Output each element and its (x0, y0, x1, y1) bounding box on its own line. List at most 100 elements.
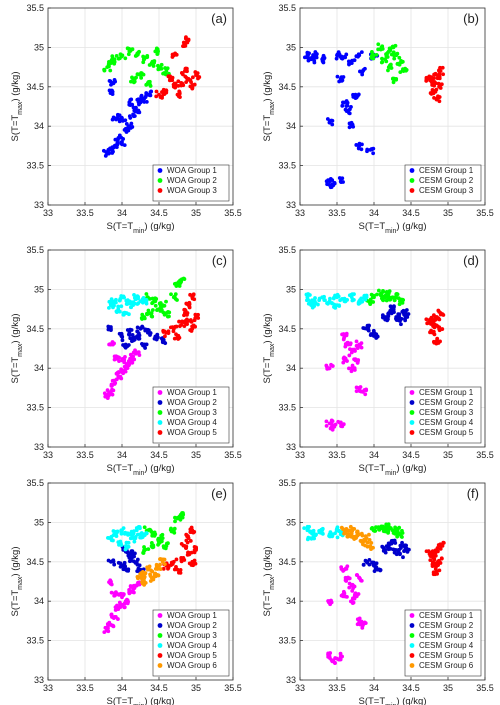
data-point (141, 299, 146, 303)
data-point (188, 539, 193, 543)
data-point (127, 332, 132, 337)
data-point (135, 557, 140, 562)
series-2 (106, 324, 168, 350)
data-point (363, 297, 368, 302)
data-point (335, 52, 340, 57)
data-point (130, 75, 134, 80)
data-point (125, 344, 130, 348)
legend-marker (157, 178, 163, 183)
data-point (155, 51, 160, 56)
data-point (314, 55, 319, 60)
data-point (190, 86, 195, 91)
data-point (168, 527, 173, 532)
data-point (363, 621, 368, 626)
data-point (348, 341, 353, 346)
data-point (347, 581, 352, 586)
y-tick-label: 35 (286, 284, 296, 294)
data-point (188, 530, 193, 534)
series-5 (161, 292, 201, 341)
x-tick-label: 33 (295, 683, 305, 693)
axes-frame (47, 7, 234, 206)
data-point (397, 312, 402, 317)
data-point (335, 74, 340, 79)
data-point (126, 544, 131, 549)
series-5 (161, 525, 199, 575)
y-tick-label: 33 (286, 442, 296, 452)
data-point (148, 331, 153, 335)
y-tick-label: 34.5 (26, 82, 44, 92)
data-point (399, 59, 403, 63)
y-tick-label: 35.5 (26, 245, 44, 255)
data-point (152, 60, 156, 65)
data-point (115, 112, 120, 117)
x-tick-label: 35.5 (476, 208, 494, 218)
data-point (124, 298, 129, 303)
data-point (320, 59, 325, 64)
data-point (393, 527, 398, 532)
x-tick-label: 34 (369, 683, 379, 693)
data-point (441, 72, 446, 77)
x-tick-label: 35.5 (224, 450, 242, 460)
data-point (327, 534, 331, 538)
data-point (187, 561, 192, 566)
data-point (338, 651, 343, 656)
data-point (433, 315, 438, 319)
data-point (149, 89, 154, 94)
data-point (385, 314, 390, 319)
x-tick-label: 35.5 (476, 683, 494, 693)
data-point (191, 530, 196, 535)
data-point (333, 531, 337, 536)
data-point (340, 103, 345, 108)
data-point (112, 341, 116, 346)
data-point (136, 524, 141, 529)
data-point (166, 309, 170, 314)
data-point (363, 534, 368, 539)
x-tick-label: 33 (43, 208, 53, 218)
data-point (357, 301, 362, 305)
data-point (114, 116, 118, 121)
y-tick-label: 33.5 (26, 636, 44, 646)
data-point (151, 577, 156, 582)
data-point (431, 572, 436, 577)
data-point (193, 316, 198, 321)
data-point (438, 327, 443, 332)
data-point (440, 65, 445, 70)
data-point (175, 567, 180, 572)
data-point (128, 116, 133, 120)
data-point (347, 585, 352, 590)
legend-marker (157, 430, 163, 435)
legend-entry: WOA Group 6 (167, 661, 217, 670)
data-point (146, 547, 151, 552)
axes-frame (299, 7, 486, 206)
data-point (156, 542, 160, 547)
data-point (381, 289, 386, 294)
data-point (386, 529, 391, 534)
data-point (350, 588, 355, 593)
data-point (107, 88, 112, 93)
data-point (115, 141, 120, 145)
chart-panel-6: 33 33.5 34 34.5 35 35.5 33 33.5 34 34.5 35 35.5 (f) S… (262, 478, 494, 705)
data-point (130, 300, 135, 305)
data-point (343, 566, 348, 571)
data-point (347, 110, 351, 115)
data-point (397, 551, 402, 556)
data-point (187, 305, 192, 310)
data-point (161, 566, 166, 571)
data-point (437, 99, 442, 104)
data-point (106, 535, 110, 540)
data-point (184, 301, 189, 306)
data-point (174, 557, 179, 562)
data-point (128, 336, 133, 341)
data-point (119, 140, 123, 145)
data-point (339, 525, 344, 530)
data-point (128, 356, 132, 361)
data-point (148, 574, 153, 578)
y-tick-label: 34 (286, 121, 296, 131)
data-point (127, 588, 132, 592)
data-point (176, 283, 181, 287)
legend-entry: CESM Group 2 (419, 621, 474, 630)
x-tick-label: 33.5 (76, 683, 94, 693)
data-point (429, 75, 434, 80)
data-point (164, 541, 169, 546)
